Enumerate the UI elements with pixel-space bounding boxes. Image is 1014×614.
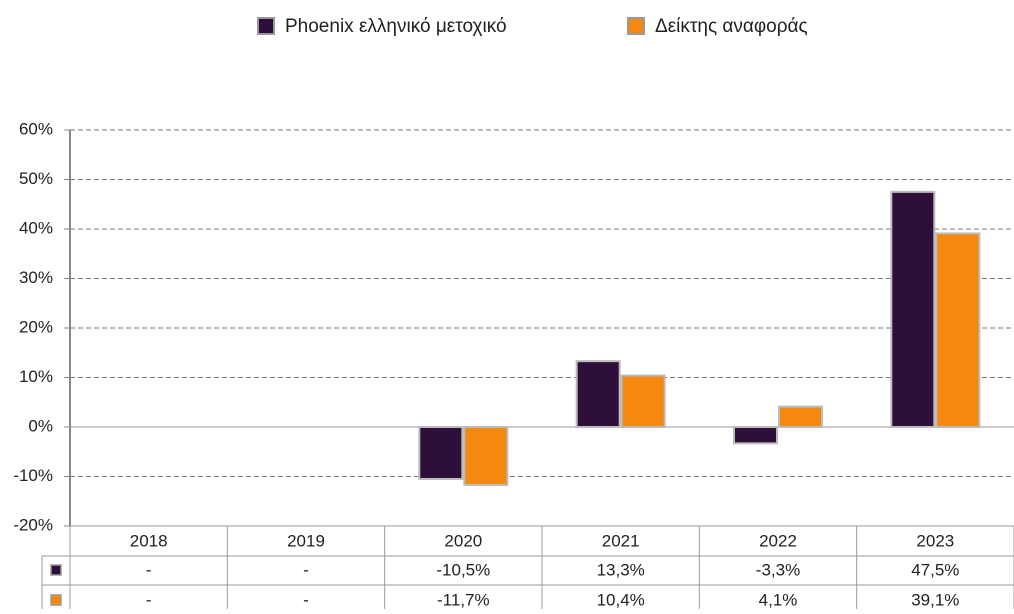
x-tick-label: 2018 [130,531,168,550]
data-label: 39,1% [911,590,959,609]
legend-label: Phoenix ελληνικό μετοχικό [285,16,507,37]
y-tick-label: 50% [19,169,53,188]
bar [620,374,666,428]
y-tick-label: 0% [28,416,53,435]
bar [575,360,621,429]
legend-swatch [257,17,275,35]
data-label: -3,3% [756,560,800,579]
y-tick-label: 40% [19,218,53,237]
data-label: -10,5% [436,560,490,579]
data-label: -11,7% [437,590,490,609]
x-tick-label: 2022 [759,531,797,550]
bar [935,232,981,428]
data-label: - [303,590,309,609]
x-tick-label: 2023 [916,531,954,550]
y-tick-label: 20% [19,317,53,336]
bar [890,190,936,428]
bar [418,426,464,480]
table-swatch [50,594,62,606]
data-label: - [303,560,309,579]
data-label: - [146,590,152,609]
x-tick-label: 2021 [602,531,640,550]
table-swatch [50,564,62,576]
bar [463,426,509,486]
legend-label: Δείκτης αναφοράς [655,16,808,37]
data-label: 13,3% [597,560,645,579]
x-tick-label: 2019 [287,531,325,550]
y-tick-label: -10% [13,466,53,485]
bar [778,405,823,428]
x-tick-label: 2020 [444,531,482,550]
y-tick-label: 10% [19,367,53,386]
y-tick-label: 30% [19,268,53,287]
y-tick-label: -20% [13,515,53,534]
data-label: 47,5% [911,560,959,579]
legend-swatch [627,17,645,35]
y-tick-label: 60% [19,119,53,138]
data-label: 10,4% [597,590,645,609]
data-label: - [146,560,152,579]
data-label: 4,1% [759,590,798,609]
bar [733,426,778,445]
